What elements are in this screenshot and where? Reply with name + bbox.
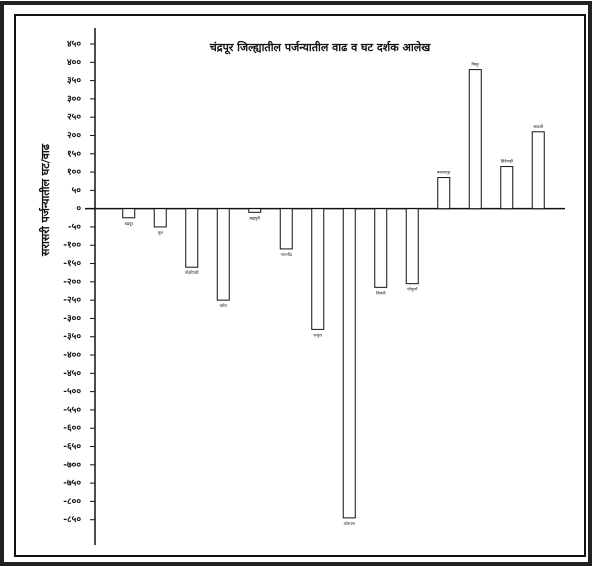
x-tick-label: बल्लारपूर (437, 170, 451, 176)
bar (279, 208, 293, 250)
x-tick-label: मूल (158, 230, 163, 236)
y-axis-label: सरासरी पर्जन्यातील घट/वाढ (38, 143, 52, 257)
bar (468, 69, 482, 210)
bar (153, 208, 167, 228)
y-tick-label: ४०० (67, 58, 81, 68)
x-tick-label: सावली (533, 124, 544, 129)
y-tick-label: -५० (68, 222, 81, 232)
x-tick-label: चिमूर (471, 62, 479, 68)
bar (500, 166, 514, 210)
y-tick-label: -५५० (63, 405, 81, 415)
x-tick-label: ब्रह्मपुरी (250, 215, 261, 221)
y-tick-label: -४०० (63, 351, 81, 361)
x-tick-label: राजुरा (314, 332, 323, 338)
y-tick-label: -६०० (63, 424, 81, 434)
x-tick-label: गोंडपिपरी (185, 270, 200, 275)
x-tick-label: पोंभुर्णा (407, 287, 418, 293)
y-tick-label: ३५० (67, 76, 81, 86)
bar (216, 208, 230, 301)
y-tick-label: -१५० (63, 259, 81, 269)
y-tick-label: ४५० (67, 39, 81, 49)
y-tick-label: -६५० (63, 442, 81, 452)
y-tick-label: १०० (67, 168, 81, 178)
bar (374, 208, 388, 288)
y-tick-label: -८०० (63, 497, 81, 507)
x-tick-label: नागभीड (281, 252, 293, 257)
bar (122, 208, 136, 219)
y-tick-label: -२०० (63, 277, 81, 287)
y-tick-label: -५०० (63, 387, 81, 397)
inner-frame (14, 14, 586, 557)
y-tick-label: ० (76, 204, 81, 214)
y-tick-label: २५० (67, 113, 81, 123)
y-tick-label: -३०० (63, 314, 81, 324)
y-tick-label: -३५० (63, 332, 81, 342)
bar (342, 208, 356, 519)
y-tick-label: ५० (72, 186, 82, 196)
y-tick-label: -७०० (63, 460, 81, 470)
bar (531, 131, 545, 210)
x-tick-label: जिवती (376, 290, 387, 295)
y-tick-label: ३०० (67, 94, 81, 104)
bar (405, 208, 419, 285)
chart-title: चंद्रपूर जिल्ह्यातील पर्जन्यातील वाढ व घ… (209, 40, 431, 55)
x-tick-label: सिंदेवाही (501, 159, 514, 164)
x-tick-label: कोरपना (344, 521, 356, 526)
y-tick-label: -७५० (63, 479, 81, 489)
y-tick-label: २०० (67, 131, 81, 141)
x-tick-label: वरोरा (219, 303, 228, 308)
x-tick-label: चंद्रपूर (124, 221, 133, 227)
bar (437, 177, 451, 210)
y-tick-label: १५० (67, 149, 81, 159)
y-tick-label: -१०० (63, 241, 81, 251)
bar (185, 208, 199, 268)
y-tick-label: -४५० (63, 369, 81, 379)
y-tick-label: -२५० (63, 296, 81, 306)
y-tick-label: -८५० (63, 515, 81, 525)
bar (248, 208, 262, 213)
bar (311, 208, 325, 330)
